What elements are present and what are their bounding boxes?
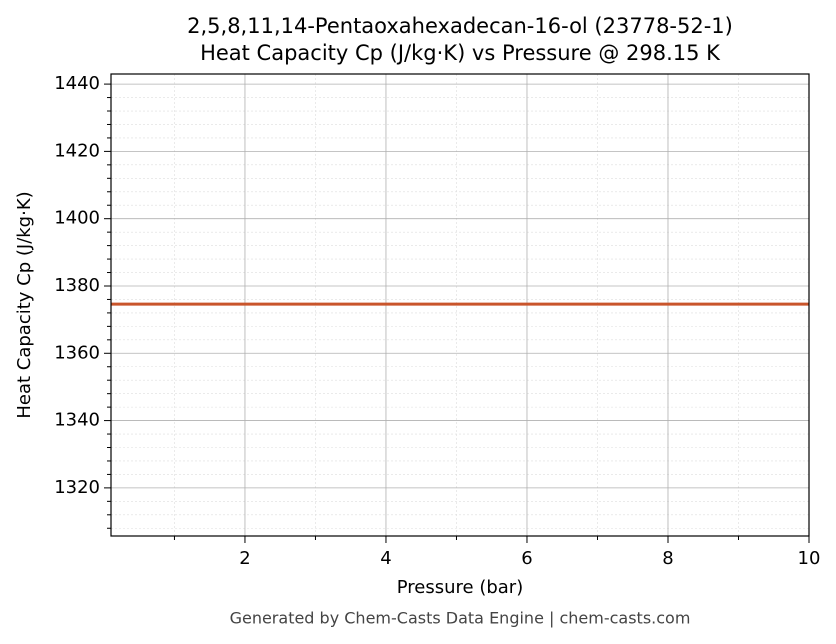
x-tick-label: 2 xyxy=(239,548,250,569)
plot-frame xyxy=(110,73,810,537)
y-tick-label: 1360 xyxy=(54,342,100,363)
y-tick-label: 1320 xyxy=(54,477,100,498)
y-tick-label: 1420 xyxy=(54,140,100,161)
x-tick-label: 6 xyxy=(521,548,532,569)
y-axis-label: Heat Capacity Cp (J/kg·K) xyxy=(14,191,35,418)
chart-subtitle: Heat Capacity Cp (J/kg·K) vs Pressure @ … xyxy=(200,41,721,65)
chart-title: 2,5,8,11,14-Pentaoxahexadecan-16-ol (237… xyxy=(187,14,733,38)
y-tick-label: 1340 xyxy=(54,410,100,431)
y-tick-label: 1380 xyxy=(54,275,100,296)
x-tick-label: 4 xyxy=(380,548,391,569)
y-tick-label: 1440 xyxy=(54,73,100,94)
x-axis-label: Pressure (bar) xyxy=(397,577,523,598)
x-tick-label: 8 xyxy=(662,548,673,569)
y-tick-label: 1400 xyxy=(54,208,100,229)
x-tick-label: 10 xyxy=(798,548,821,569)
footer: Generated by Chem-Casts Data Engine | ch… xyxy=(230,609,691,628)
